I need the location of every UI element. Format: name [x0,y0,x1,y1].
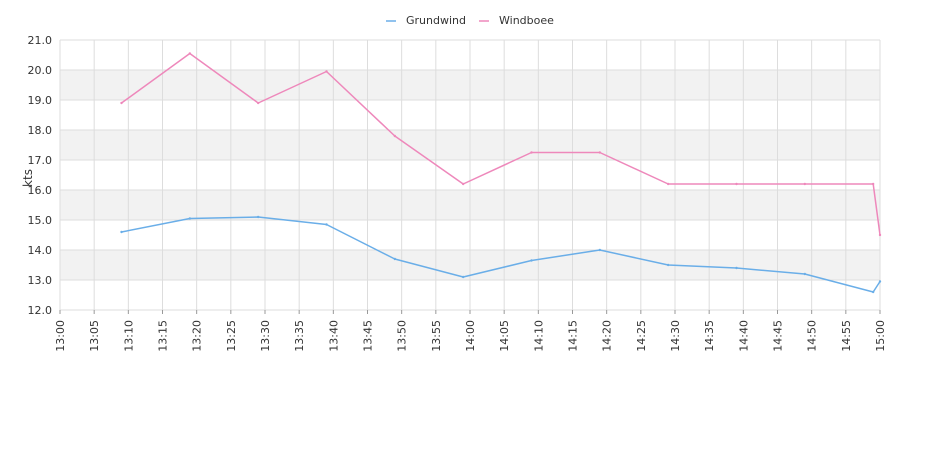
y-axis-label: kts [21,169,35,187]
x-tick-label: 13:45 [362,320,375,352]
x-tick-label: 13:30 [259,320,272,352]
x-tick-label: 15:00 [874,320,887,352]
x-tick-label: 13:05 [88,320,101,352]
data-point [803,182,807,186]
data-point [393,257,397,261]
data-point [120,101,123,105]
legend-label: Grundwind [406,14,466,27]
data-point [325,223,328,226]
y-tick-label: 18.0 [28,124,53,137]
data-point [878,233,882,237]
data-point [325,70,328,73]
y-tick-label: 14.0 [28,244,53,257]
data-point [735,266,738,270]
x-tick-label: 14:30 [669,320,682,352]
x-tick-label: 13:00 [54,320,67,352]
x-tick-label: 13:25 [225,320,238,352]
data-point [120,230,123,234]
x-tick-label: 13:35 [293,320,306,352]
data-point [188,217,192,220]
x-tick-label: 13:15 [157,320,170,352]
x-tick-label: 14:35 [703,320,716,352]
x-tick-label: 14:55 [840,320,853,352]
x-tick-label: 14:00 [464,320,477,352]
data-point [803,272,807,276]
x-tick-label: 14:05 [498,320,511,352]
x-tick-label: 14:20 [601,320,614,352]
y-tick-label: 20.0 [28,64,53,77]
legend-item-grundwind[interactable]: Grundwind [386,14,466,27]
data-point [735,182,738,186]
x-tick-label: 13:40 [327,320,340,352]
x-tick-label: 14:25 [635,320,648,352]
y-tick-label: 17.0 [28,154,53,167]
y-tick-label: 12.0 [28,304,53,317]
legend[interactable]: Grundwind Windboee [386,14,554,27]
x-tick-label: 13:55 [430,320,443,352]
x-tick-label: 13:50 [396,320,409,352]
data-point [461,275,465,279]
x-tick-label: 13:20 [191,320,204,352]
x-axis: 13:00 13:05 13:10 13:15 13:20 13:25 13:30 13:35… [54,310,887,352]
data-point [666,182,670,186]
data-point [598,151,602,154]
series-windboee [120,52,882,237]
y-tick-label: 16.0 [28,184,53,197]
y-tick-label: 13.0 [28,274,53,287]
data-point [871,182,875,186]
data-point [256,101,260,105]
data-point [256,215,260,219]
data-point [393,134,397,138]
x-tick-label: 14:50 [806,320,819,352]
data-point [530,151,533,154]
y-tick-label: 21.0 [28,34,53,47]
data-point [666,263,670,267]
data-point [878,280,882,283]
series-group [120,52,882,294]
x-tick-label: 14:40 [737,320,750,352]
x-tick-label: 14:10 [532,320,545,352]
series-grundwind [120,215,882,294]
x-tick-label: 14:45 [772,320,785,352]
data-point [871,290,875,294]
y-axis: 12.0 13.0 14.0 15.0 16.0 17.0 18.0 19.0 20.0 21.0 [28,34,53,317]
legend-item-windboee[interactable]: Windboee [479,14,554,27]
data-point [598,248,602,252]
data-point [461,182,465,186]
y-tick-label: 19.0 [28,94,53,107]
x-tick-label: 14:15 [567,320,580,352]
legend-label: Windboee [499,14,554,27]
y-tick-label: 15.0 [28,214,53,227]
data-point [188,52,192,55]
x-tick-label: 13:10 [122,320,135,352]
data-point [530,259,533,262]
